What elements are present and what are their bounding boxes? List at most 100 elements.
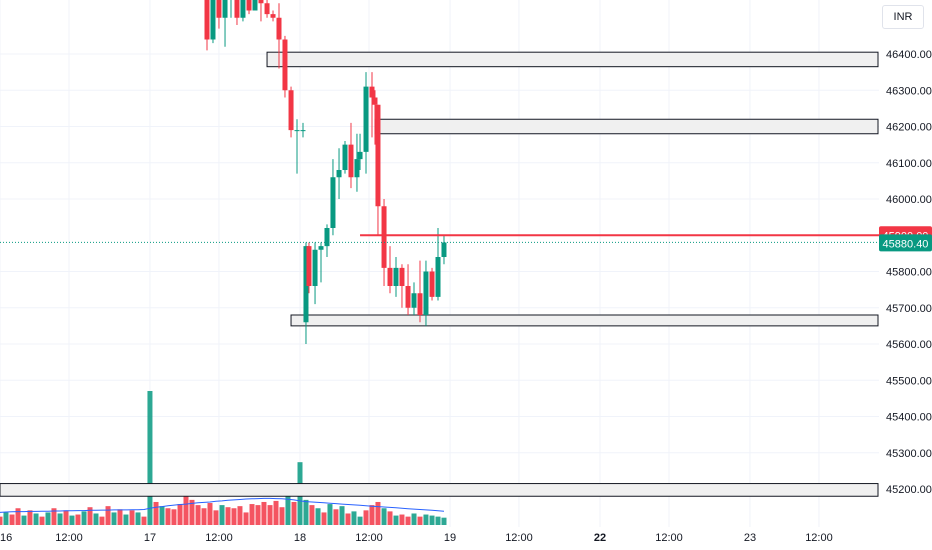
- y-tick-label: 45800.00: [886, 267, 932, 279]
- price-lines: 45900.0045880.40: [0, 226, 932, 252]
- volume-bar: [357, 516, 363, 525]
- volume-bar: [255, 505, 261, 525]
- volume-bar: [249, 504, 255, 525]
- candles: [204, 0, 447, 344]
- axes: 46400.00 46300.00 46200.00 46100.00 46000.00…: [0, 49, 932, 544]
- volume-bar: [435, 516, 441, 525]
- volume-bar: [33, 513, 39, 525]
- volume-bar: [279, 507, 285, 525]
- y-tick-label: 45300.00: [886, 448, 932, 460]
- x-tick-label: 19: [444, 532, 456, 544]
- volume-bar: [375, 501, 381, 525]
- candle-body: [303, 246, 309, 323]
- last-price-badge: [879, 234, 932, 252]
- volume-bar: [321, 512, 327, 525]
- volume-bar: [141, 516, 147, 525]
- volume-bar: [303, 499, 309, 525]
- volume-bar: [441, 517, 447, 525]
- volume-bar: [207, 503, 213, 525]
- candle-body: [405, 286, 411, 308]
- volume-bar: [129, 510, 135, 525]
- currency-badge[interactable]: INR: [882, 5, 924, 29]
- volume-bar: [399, 514, 405, 525]
- volume-bar: [429, 515, 435, 525]
- volume-bar: [273, 500, 279, 525]
- x-tick-label: 17: [144, 532, 156, 544]
- x-tick-label: 12:00: [655, 532, 683, 544]
- volume-bar: [159, 506, 165, 525]
- candle-body: [375, 104, 381, 207]
- candle-body: [423, 271, 429, 315]
- zones: [0, 51, 879, 497]
- volume-bar: [201, 508, 207, 525]
- y-tick-label: 46000.00: [886, 194, 932, 206]
- volume-bar: [285, 495, 291, 525]
- volume-bar: [405, 516, 411, 525]
- candle-body: [429, 271, 435, 297]
- volume-bar: [105, 506, 111, 525]
- volume-bar: [9, 514, 15, 525]
- candle-body: [441, 242, 447, 257]
- candle-body: [252, 0, 258, 11]
- y-tick-label: 46400.00: [886, 49, 932, 61]
- volume-bar: [87, 507, 93, 525]
- volume-bar: [177, 504, 183, 525]
- volume-bar: [267, 505, 273, 525]
- candle-body: [240, 0, 246, 18]
- x-tick-label: 23: [744, 532, 756, 544]
- volume-bar: [339, 506, 345, 525]
- candle-body: [354, 159, 360, 178]
- candle-body: [372, 97, 378, 105]
- volume-bar: [117, 509, 123, 525]
- candle-body: [363, 86, 369, 152]
- candle-body: [264, 3, 270, 15]
- candle-body: [294, 130, 300, 132]
- candle-body: [417, 293, 423, 315]
- volume-bar: [147, 391, 153, 525]
- candle-body: [306, 246, 312, 286]
- candle-body: [411, 293, 417, 308]
- volume-bar: [51, 508, 57, 525]
- candle-body: [300, 130, 306, 132]
- volume-bar: [93, 513, 99, 525]
- supply-demand-zone: [290, 314, 879, 327]
- y-tick-label: 45200.00: [886, 484, 932, 496]
- volume-bar: [327, 504, 333, 525]
- volume-bar: [99, 516, 105, 525]
- y-tick-label: 45500.00: [886, 375, 932, 387]
- candle-body: [393, 267, 399, 286]
- candle-body: [369, 86, 375, 98]
- volume-bar: [165, 508, 171, 525]
- volume-bar: [171, 509, 177, 525]
- candle-body: [246, 0, 252, 11]
- volume-bar: [225, 507, 231, 525]
- candle-body: [204, 0, 210, 40]
- volume-bar: [315, 508, 321, 525]
- candle-body: [387, 267, 393, 286]
- y-tick-label: 45700.00: [886, 303, 932, 315]
- volume-bar: [213, 510, 219, 525]
- candle-body: [318, 246, 324, 250]
- x-tick-label: 12:00: [355, 532, 383, 544]
- x-tick-label: 12:00: [205, 532, 233, 544]
- volume-bar: [81, 511, 87, 525]
- volume-bar: [219, 505, 225, 525]
- candle-body: [312, 249, 318, 286]
- candle-body: [342, 144, 348, 170]
- volume-bar: [189, 499, 195, 525]
- volume-ma-line: [0, 497, 445, 513]
- volume-bar: [15, 508, 21, 525]
- candle-body: [324, 228, 330, 247]
- volume-bar: [21, 515, 27, 525]
- supply-demand-zone: [266, 51, 879, 68]
- x-tick-label: 22: [594, 532, 606, 544]
- y-tick-label: 45400.00: [886, 412, 932, 424]
- volume-bar: [345, 513, 351, 525]
- y-tick-label: 46200.00: [886, 122, 932, 134]
- volume-bar: [135, 512, 141, 525]
- volume-bar: [123, 514, 129, 525]
- volume-bar: [237, 506, 243, 525]
- x-tick-label: 12:00: [805, 532, 833, 544]
